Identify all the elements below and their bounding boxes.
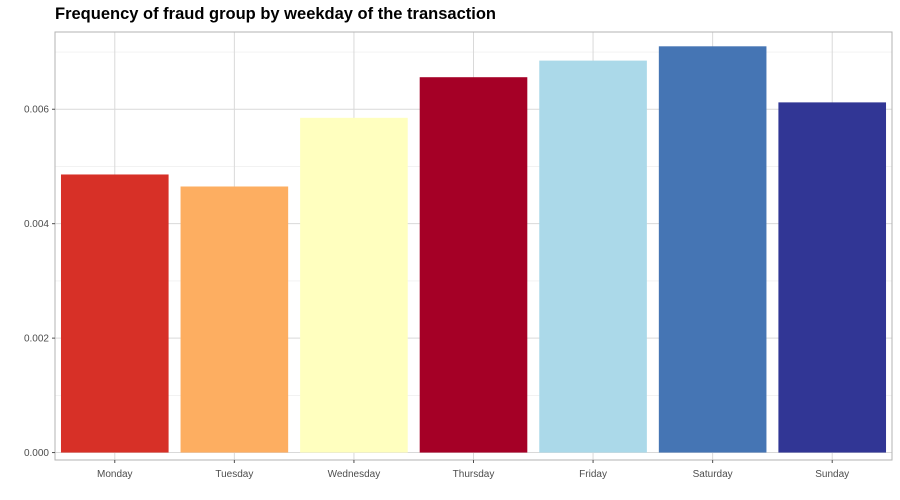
bar-saturday: [658, 46, 767, 453]
x-tick-label: Saturday: [693, 469, 733, 480]
bar-monday: [60, 174, 169, 453]
bar-thursday: [419, 77, 528, 453]
bar-sunday: [778, 102, 887, 453]
x-tick-label: Friday: [579, 469, 607, 480]
x-tick-label: Sunday: [815, 469, 849, 480]
x-tick-label: Monday: [97, 469, 133, 480]
chart-title: Frequency of fraud group by weekday of t…: [55, 5, 496, 23]
bar-tuesday: [180, 186, 289, 453]
y-tick-label: 0.004: [24, 219, 49, 230]
y-tick-label: 0.000: [24, 448, 49, 459]
y-tick-label: 0.006: [24, 105, 49, 116]
y-tick-label: 0.002: [24, 334, 49, 345]
x-tick-label: Thursday: [453, 469, 495, 480]
x-tick-label: Tuesday: [215, 469, 253, 480]
bar-friday: [539, 60, 647, 453]
bar-wednesday: [300, 117, 408, 453]
x-tick-label: Wednesday: [328, 469, 381, 480]
